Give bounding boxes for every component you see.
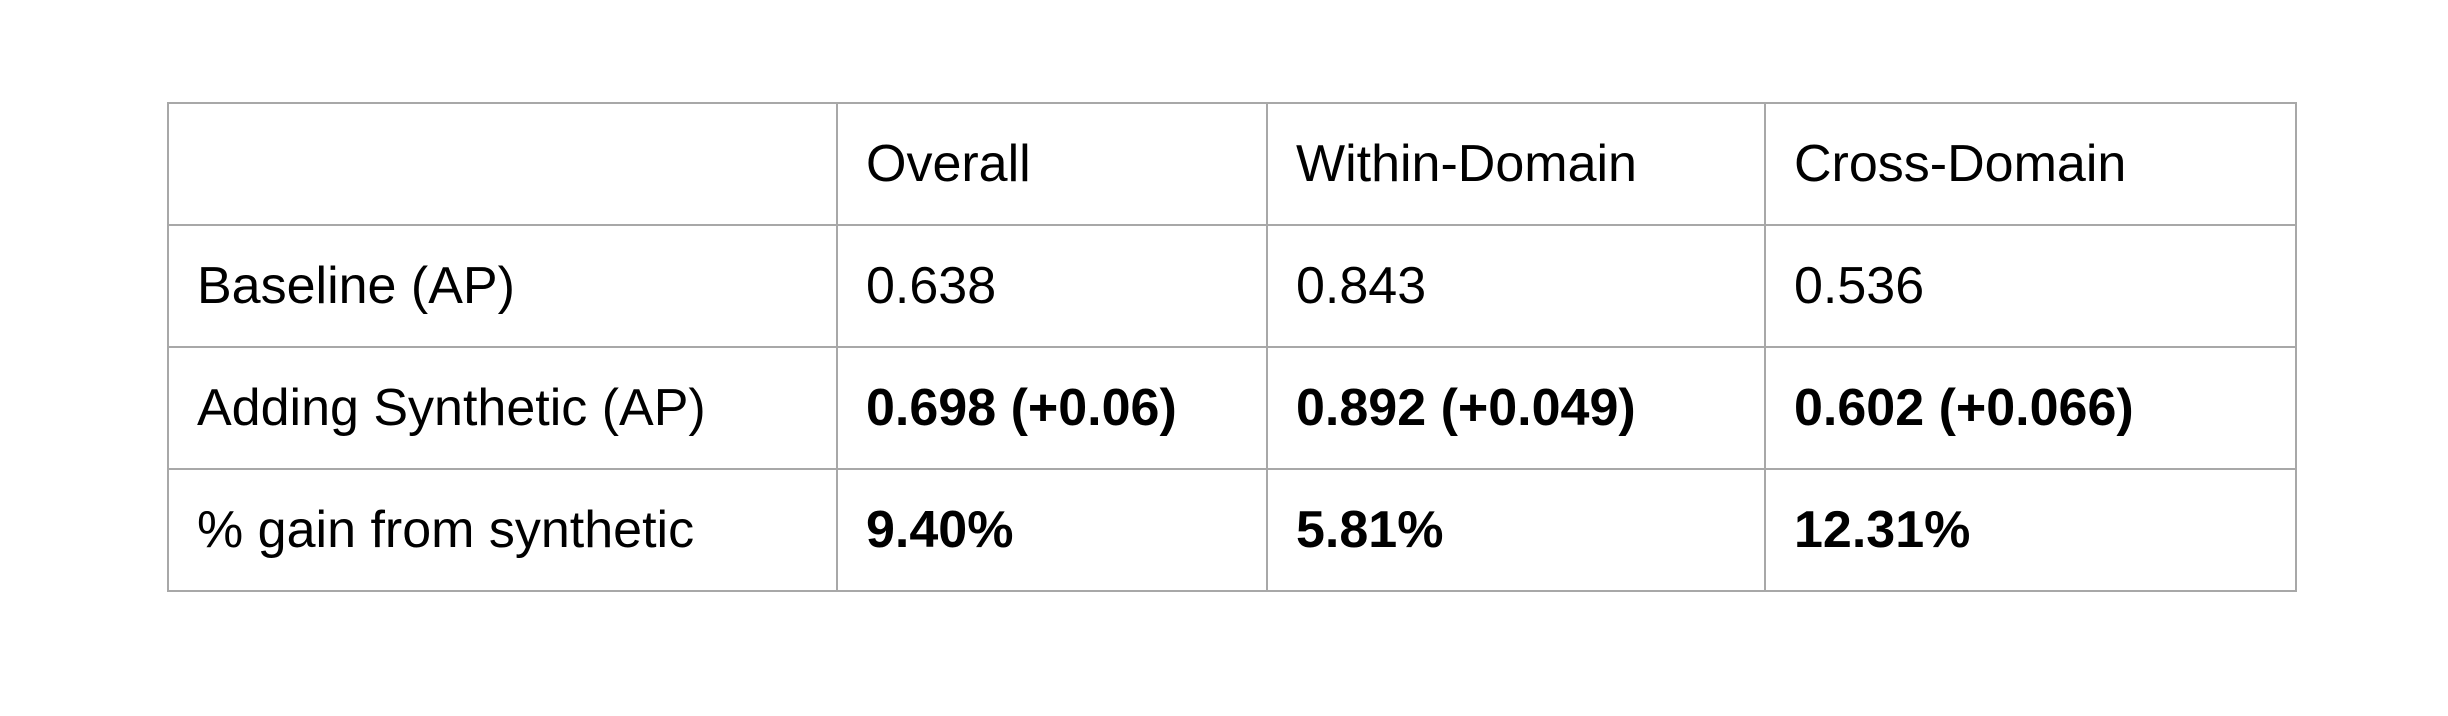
table-row-baseline: Baseline (AP) 0.638 0.843 0.536	[167, 224, 2297, 348]
header-cell-corner	[167, 102, 838, 226]
cell-synthetic-within-domain: 0.892 (+0.049)	[1266, 346, 1766, 470]
cell-gain-cross-domain: 12.31%	[1764, 468, 2297, 592]
row-label-baseline: Baseline (AP)	[167, 224, 838, 348]
header-row: Overall Within-Domain Cross-Domain	[167, 102, 2297, 226]
cell-synthetic-cross-domain: 0.602 (+0.066)	[1764, 346, 2297, 470]
cell-gain-overall: 9.40%	[836, 468, 1268, 592]
row-label-synthetic: Adding Synthetic (AP)	[167, 346, 838, 470]
cell-baseline-overall: 0.638	[836, 224, 1268, 348]
results-table: Overall Within-Domain Cross-Domain Basel…	[167, 102, 2297, 592]
cell-baseline-cross-domain: 0.536	[1764, 224, 2297, 348]
header-cell-within-domain: Within-Domain	[1266, 102, 1766, 226]
cell-synthetic-overall: 0.698 (+0.06)	[836, 346, 1268, 470]
cell-baseline-within-domain: 0.843	[1266, 224, 1766, 348]
cell-gain-within-domain: 5.81%	[1266, 468, 1766, 592]
table-row-synthetic: Adding Synthetic (AP) 0.698 (+0.06) 0.89…	[167, 346, 2297, 470]
header-cell-cross-domain: Cross-Domain	[1764, 102, 2297, 226]
row-label-gain: % gain from synthetic	[167, 468, 838, 592]
header-cell-overall: Overall	[836, 102, 1268, 226]
table-row-gain: % gain from synthetic 9.40% 5.81% 12.31%	[167, 468, 2297, 592]
